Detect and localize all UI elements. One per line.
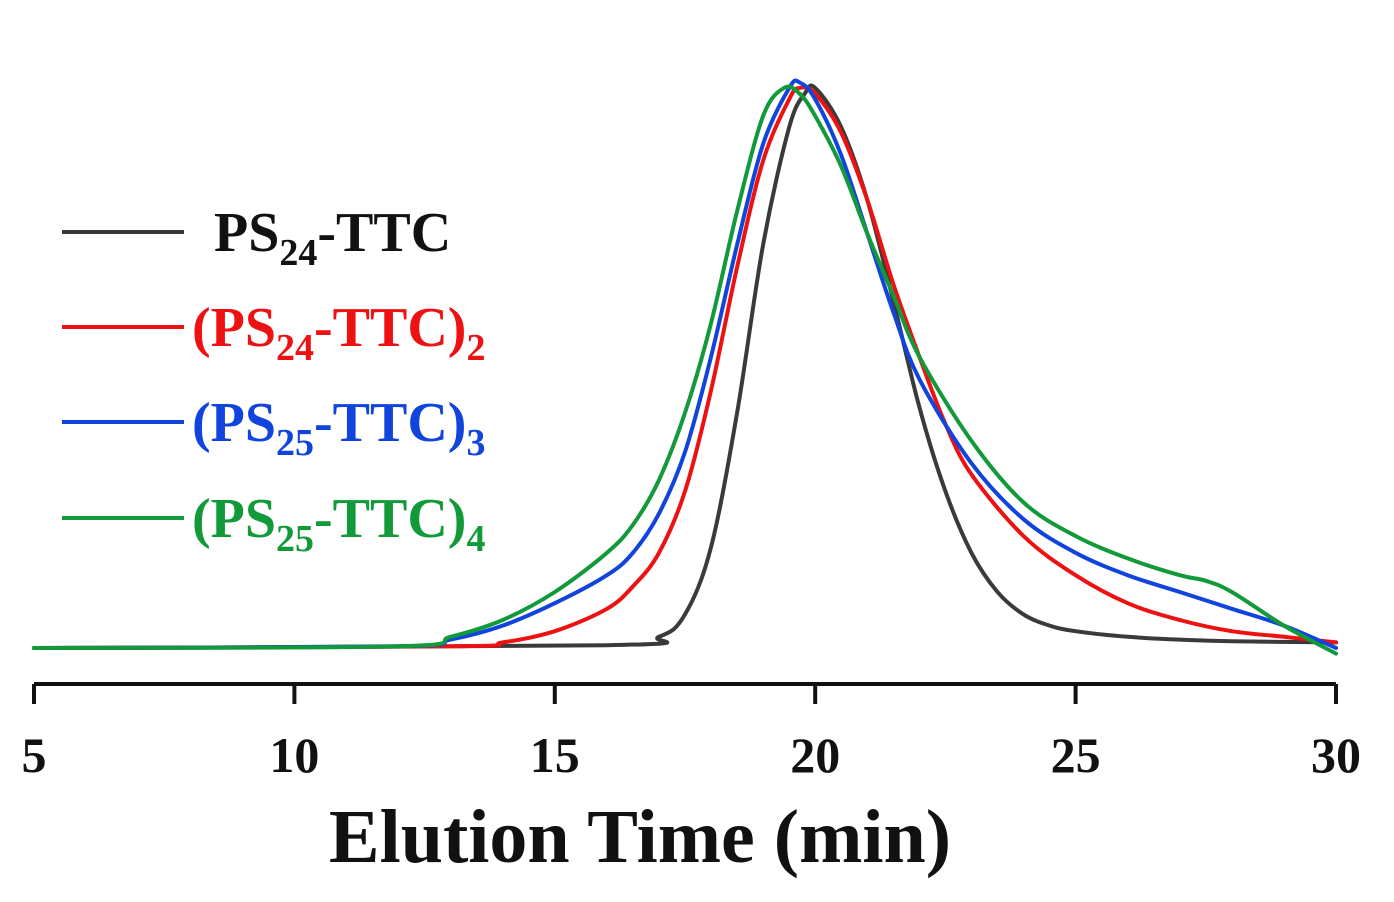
x-tick-label-25: 25 [1051, 727, 1101, 783]
legend: PS24-TTC (PS24-TTC)2 (PS25-TTC)3 (PS25-TTC)… [62, 202, 485, 560]
x-axis-ticks: 5 10 15 20 25 30 [22, 684, 1361, 783]
x-axis-title: Elution Time (min) [329, 795, 951, 879]
x-tick-label-10: 10 [269, 727, 319, 783]
series-line-2 [32, 85, 1338, 650]
legend-label-1: PS24-TTC [214, 202, 451, 274]
legend-label-3: (PS25-TTC)3 [192, 392, 485, 464]
x-tick-label-30: 30 [1311, 727, 1361, 783]
legend-label-2: (PS24-TTC)2 [192, 297, 485, 369]
series-layer [32, 78, 1338, 656]
x-tick-label-15: 15 [530, 727, 580, 783]
x-tick-label-20: 20 [790, 727, 840, 783]
x-tick-label-5: 5 [22, 727, 47, 783]
series-line-4 [32, 84, 1338, 656]
legend-label-4: (PS25-TTC)4 [192, 488, 485, 560]
